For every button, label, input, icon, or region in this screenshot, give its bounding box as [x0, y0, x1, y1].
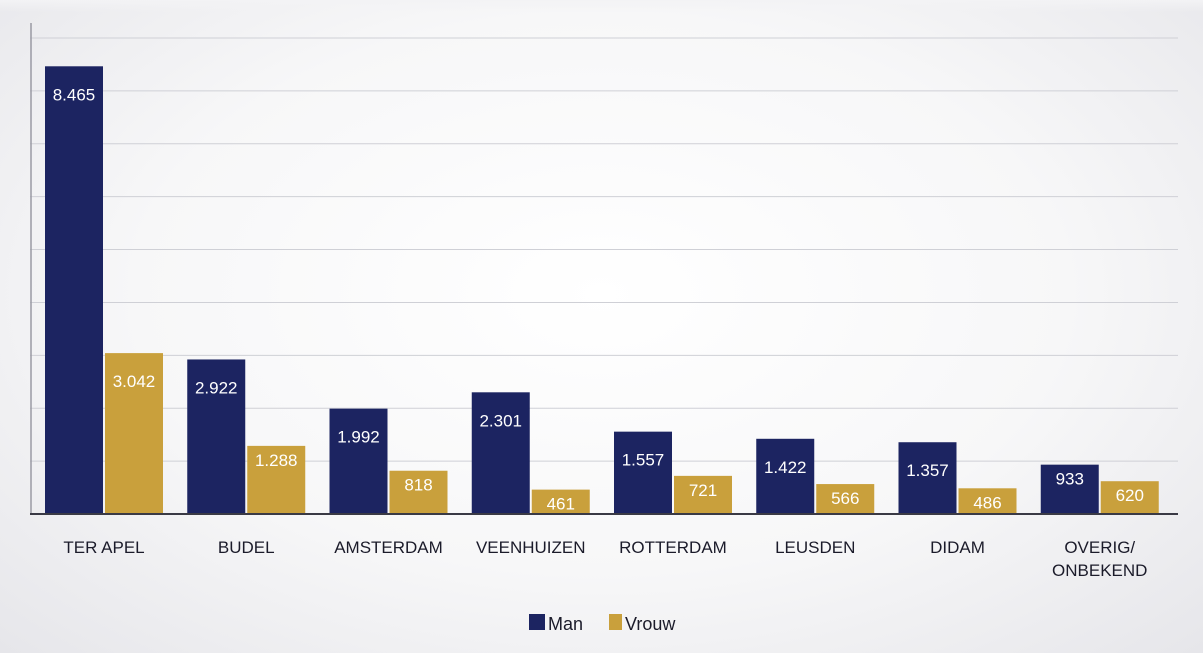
bar-vrouw [958, 488, 1017, 514]
value-label-vrouw: 721 [689, 481, 717, 500]
bar-man [45, 66, 103, 514]
value-label-vrouw: 1.288 [255, 451, 298, 470]
value-label-vrouw: 818 [404, 476, 432, 495]
bar-man [187, 359, 246, 514]
value-label-man: 1.557 [622, 451, 665, 470]
legend: Man Vrouw [529, 614, 676, 634]
value-label-vrouw: 620 [1116, 486, 1144, 505]
value-label-man: 2.301 [479, 411, 522, 430]
value-labels: 8.465 3.042 2.922 1.288 1.992 818 2.301 461 1.55… [53, 85, 1144, 513]
value-label-man: 933 [1056, 470, 1084, 489]
value-label-vrouw: 3.042 [113, 372, 156, 391]
category-label: DIDAM [930, 538, 985, 557]
bar-vrouw [389, 470, 448, 514]
bar-vrouw [105, 353, 163, 514]
value-label-man: 1.357 [906, 461, 949, 480]
legend-label-vrouw: Vrouw [625, 614, 676, 634]
value-label-vrouw: 461 [547, 495, 575, 514]
bar-vrouw [247, 445, 306, 514]
category-label: LEUSDEN [775, 538, 855, 557]
value-label-vrouw: 486 [973, 493, 1001, 512]
value-label-man: 1.992 [337, 428, 380, 447]
bars [45, 66, 1159, 514]
legend-swatch-vrouw [609, 614, 622, 630]
category-label: ROTTERDAM [619, 538, 727, 557]
category-label: VEENHUIZEN [476, 538, 586, 557]
category-label: BUDEL [218, 538, 275, 557]
value-label-man: 8.465 [53, 85, 96, 104]
gridlines [30, 37, 1178, 462]
category-label: TER APEL [63, 538, 144, 557]
legend-swatch-man [529, 614, 545, 630]
category-labels: TER APEL BUDEL AMSTERDAM VEENHUIZEN ROTTERDA… [63, 538, 1147, 580]
bar-man [614, 431, 672, 514]
bar-man [329, 408, 388, 514]
bar-vrouw [1100, 481, 1159, 514]
category-label: AMSTERDAM [334, 538, 443, 557]
bar-vrouw [674, 475, 732, 514]
value-label-vrouw: 566 [831, 489, 859, 508]
top-strip [0, 0, 1203, 12]
value-label-man: 2.922 [195, 378, 238, 397]
bar-vrouw [531, 489, 590, 514]
value-label-man: 1.422 [764, 458, 807, 477]
category-label: OVERIG/ONBEKEND [1052, 538, 1147, 580]
bar-man [898, 442, 957, 514]
bar-man [756, 438, 815, 514]
legend-label-man: Man [548, 614, 583, 634]
bar-man [471, 392, 530, 514]
bar-vrouw [816, 484, 875, 514]
bar-man [1040, 464, 1099, 514]
